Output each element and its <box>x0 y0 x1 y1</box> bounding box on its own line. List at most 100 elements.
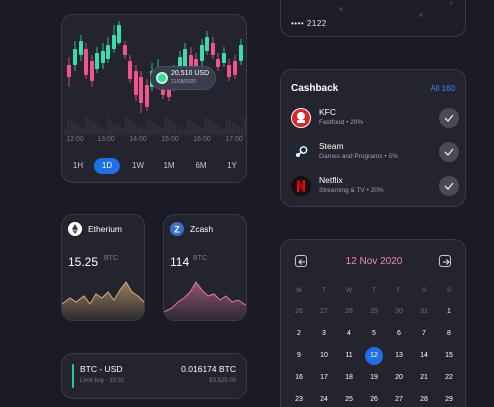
calendar-day[interactable]: 29 <box>445 396 453 403</box>
coin-card-zcash[interactable]: Z Zcash 114 BTC <box>163 214 247 321</box>
range-tab-6m[interactable]: 6M <box>195 161 207 170</box>
time-label: 12:00 <box>66 136 84 143</box>
check-icon[interactable] <box>439 176 459 196</box>
price-chart-card[interactable]: 20,510 USD 21/08/2020 12:00 13:00 14:00 15:… <box>61 14 247 183</box>
calendar-day[interactable]: 20 <box>395 374 403 381</box>
calendar-day[interactable]: 16 <box>295 374 303 381</box>
volume-bar <box>170 121 174 135</box>
calendar-day[interactable]: 26 <box>295 308 303 315</box>
calendar-day[interactable]: 11 <box>345 352 353 359</box>
trade-row[interactable]: BTC - USD Limit buy · 10:31 0.016174 BTC… <box>61 353 247 399</box>
calendar-day[interactable]: 30 <box>395 308 403 315</box>
volume-bar <box>225 118 228 135</box>
calendar-day[interactable]: 5 <box>372 330 376 337</box>
calendar-day[interactable]: 28 <box>420 396 428 403</box>
calendar-title: 12 Nov 2020 <box>345 256 403 267</box>
next-month-button[interactable] <box>439 255 451 267</box>
calendar-day[interactable]: 7 <box>422 330 426 337</box>
volume-bar <box>179 127 183 135</box>
range-tab-1m[interactable]: 1M <box>163 161 175 170</box>
calendar-day[interactable]: 29 <box>370 308 378 315</box>
calendar-day[interactable]: 21 <box>420 374 428 381</box>
candle-body <box>128 61 132 79</box>
calendar-day[interactable]: 23 <box>295 396 303 403</box>
zcash-area-chart <box>164 281 246 320</box>
ethereum-icon <box>68 222 82 236</box>
candle-body <box>90 61 94 81</box>
volume-bar <box>210 121 213 135</box>
volume-bar <box>204 117 207 135</box>
volume-bar <box>158 126 161 135</box>
candle-body <box>222 53 226 63</box>
cashback-item-name: KFC <box>319 107 336 117</box>
candle-body <box>227 65 231 77</box>
calendar-day[interactable]: 6 <box>397 330 401 337</box>
volume-bar <box>106 118 109 135</box>
calendar-day[interactable]: 27 <box>320 308 328 315</box>
volume-bar <box>82 128 85 135</box>
volume-bar <box>67 118 70 135</box>
calendar-day[interactable]: 18 <box>345 374 353 381</box>
calendar-day[interactable]: 8 <box>447 330 451 337</box>
calendar-day[interactable]: 25 <box>345 396 353 403</box>
range-tab-1y[interactable]: 1Y <box>227 161 237 170</box>
calendar-day[interactable]: 27 <box>395 396 403 403</box>
check-icon[interactable] <box>439 108 459 128</box>
volume-bar <box>137 125 140 135</box>
range-tab-1d[interactable]: 1D <box>93 158 121 174</box>
calendar-day[interactable]: 4 <box>347 330 351 337</box>
volume-bar <box>189 120 192 135</box>
cashback-item-netflix[interactable]: Netflix Streaming & TV • 20% <box>291 174 459 198</box>
volume-bar <box>128 119 131 135</box>
calendar-day[interactable]: 2 <box>297 330 301 337</box>
cashback-all-link[interactable]: All 160 <box>430 84 455 93</box>
candle-body <box>189 55 193 69</box>
candle-body <box>239 45 243 61</box>
cashback-item-steam[interactable]: Steam Games and Programs • 5% <box>291 140 459 164</box>
calendar-day[interactable]: 31 <box>420 308 428 315</box>
calendar-day[interactable]: 14 <box>420 352 428 359</box>
volume-bar <box>201 128 204 135</box>
range-tab-1w[interactable]: 1W <box>132 161 144 170</box>
coin-card-ethereum[interactable]: Etherium 15.25 BTC <box>61 214 145 321</box>
time-label: 16:00 <box>193 136 211 143</box>
cashback-item-sub: Fastfood • 20% <box>319 119 364 126</box>
calendar-day[interactable]: 10 <box>320 352 328 359</box>
candle-body <box>73 49 77 65</box>
calendar-day[interactable]: 28 <box>345 308 353 315</box>
volume-bar <box>192 122 195 135</box>
trade-amount: 0.016174 BTC <box>181 364 236 374</box>
calendar-day[interactable]: 3 <box>322 330 326 337</box>
calendar-day[interactable]: 13 <box>395 352 403 359</box>
calendar-day[interactable]: 26 <box>370 396 378 403</box>
candle-body <box>233 61 237 75</box>
credit-card[interactable]: •••• 2122 <box>280 0 466 37</box>
volume-bar <box>152 122 155 135</box>
candle-body <box>95 53 99 69</box>
trade-status-bar <box>72 364 74 388</box>
calendar-day[interactable]: 12 <box>365 347 383 365</box>
coin-value: 114 <box>170 255 190 269</box>
volume-bar <box>97 125 100 135</box>
calendar-day[interactable]: 19 <box>370 374 378 381</box>
calendar-day[interactable]: 1 <box>447 308 451 315</box>
calendar-day[interactable]: 15 <box>445 352 453 359</box>
volume-bar <box>222 129 225 135</box>
prev-month-button[interactable] <box>295 255 307 267</box>
volume-bar <box>149 120 152 135</box>
calendar-day[interactable]: 24 <box>320 396 328 403</box>
volume-bar <box>161 128 164 135</box>
volume-bar <box>115 124 119 135</box>
range-tab-1h[interactable]: 1H <box>72 161 84 170</box>
time-label: 15:00 <box>161 136 179 143</box>
volume-bar <box>76 124 79 135</box>
calendar-day[interactable]: 22 <box>445 374 453 381</box>
cashback-item-kfc[interactable]: KFC Fastfood • 20% <box>291 106 459 130</box>
time-label: 17:00 <box>225 136 243 143</box>
volume-bar <box>164 117 167 135</box>
calendar-day[interactable]: 9 <box>297 352 301 359</box>
calendar-day[interactable]: 17 <box>320 374 328 381</box>
cashback-item-sub: Streaming & TV • 20% <box>319 187 384 194</box>
cashback-item-sub: Games and Programs • 5% <box>319 153 398 160</box>
check-icon[interactable] <box>439 142 459 162</box>
